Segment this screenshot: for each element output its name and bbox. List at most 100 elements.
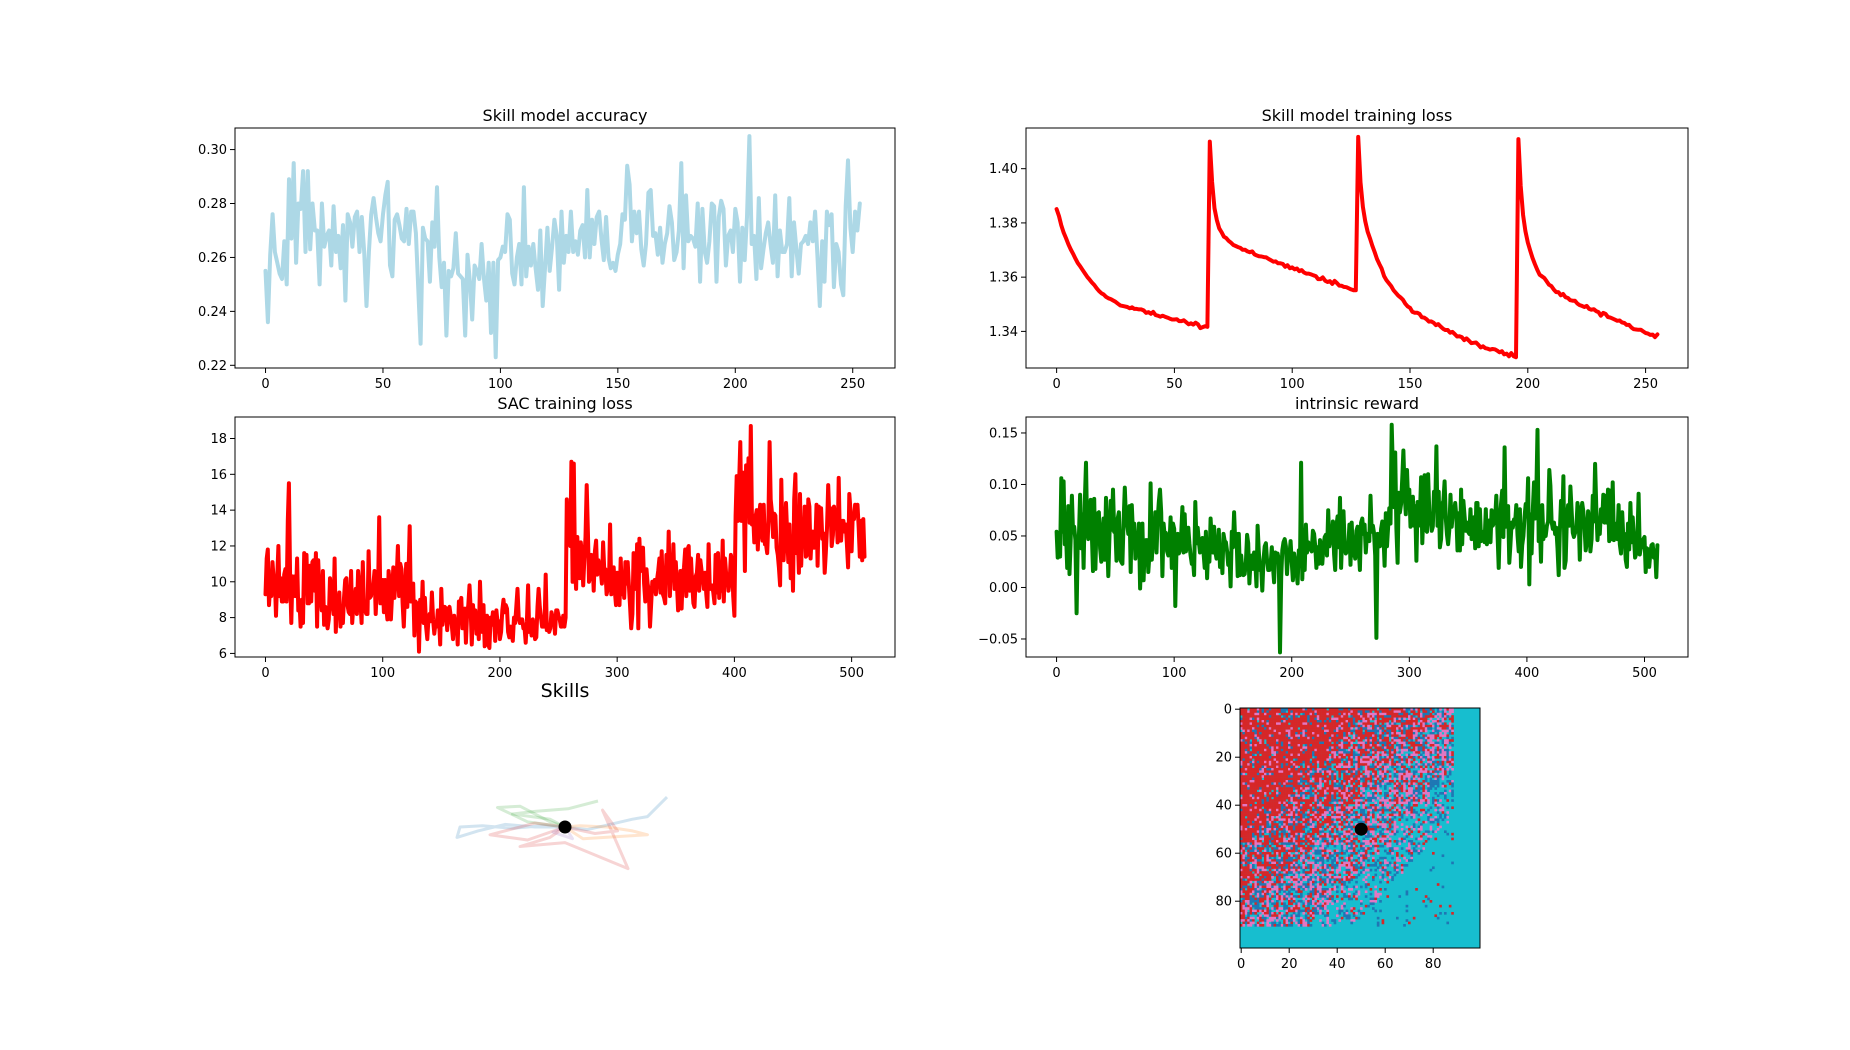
heatmap-cell (1256, 835, 1260, 838)
heatmap-cell (1379, 823, 1382, 826)
heatmap-cell (1249, 787, 1253, 790)
heatmap-cell (1343, 780, 1346, 783)
heatmap-cell (1240, 828, 1243, 831)
heatmap-cell (1410, 849, 1414, 853)
heatmap-cell (1266, 816, 1270, 819)
heatmap-cell (1266, 760, 1270, 764)
heatmap-cell (1261, 756, 1265, 759)
heatmap-cell (1388, 741, 1392, 745)
heatmap-cell (1444, 727, 1447, 730)
heatmap-cell (1391, 717, 1394, 721)
heatmap-cell (1316, 806, 1320, 810)
heatmap-cell (1400, 760, 1404, 764)
heatmap-cell (1345, 811, 1349, 814)
heatmap-cell (1295, 741, 1298, 745)
heatmap-cell (1249, 864, 1253, 867)
heatmap-cell (1285, 873, 1289, 877)
heatmap-cell (1276, 770, 1279, 774)
heatmap-cell (1336, 751, 1339, 754)
heatmap-cell (1288, 794, 1291, 798)
heatmap-cell (1386, 717, 1390, 721)
heatmap-cell (1280, 813, 1284, 817)
heatmap-cell (1427, 816, 1430, 819)
heatmap-cell (1256, 816, 1260, 819)
heatmap-cell (1295, 722, 1298, 726)
heatmap-cell (1309, 816, 1313, 819)
heatmap-cell (1336, 808, 1339, 812)
heatmap-cell (1348, 796, 1351, 800)
heatmap-cell (1324, 746, 1327, 750)
heatmap-cell (1348, 751, 1351, 754)
heatmap-cell (1290, 772, 1294, 776)
heatmap-cell (1355, 770, 1358, 774)
heatmap-cell (1427, 751, 1430, 754)
heatmap-cell (1261, 818, 1265, 822)
heatmap-cell (1393, 775, 1397, 778)
heatmap-cell (1340, 808, 1344, 812)
heatmap-cell (1321, 808, 1325, 812)
heatmap-cell (1345, 772, 1349, 776)
heatmap-cell (1285, 842, 1289, 846)
heatmap-cell (1240, 830, 1243, 834)
heatmap-cell (1252, 763, 1255, 766)
heatmap-cell (1256, 784, 1260, 788)
heatmap-cell (1396, 840, 1399, 843)
heatmap-cell (1309, 806, 1313, 810)
heatmap-cell (1355, 852, 1358, 855)
heatmap-cell (1384, 763, 1387, 766)
heatmap-cell (1451, 758, 1454, 762)
heatmap-cell (1324, 820, 1327, 824)
heatmap-cell (1403, 722, 1406, 726)
heatmap-cell (1403, 787, 1406, 790)
heatmap-cell (1300, 847, 1303, 850)
heatmap-cell (1331, 830, 1334, 834)
heatmap-cell (1321, 856, 1325, 860)
skills-trajectory-plot: Skills (455, 680, 669, 871)
heatmap-cell (1254, 768, 1258, 771)
heatmap-cell (1314, 708, 1318, 711)
trajectory-skill-1 (455, 822, 566, 839)
heatmap-cell (1256, 813, 1260, 817)
heatmap-cell (1302, 856, 1306, 860)
heatmap-cell (1408, 787, 1411, 790)
heatmap-cell (1266, 751, 1270, 754)
heatmap-cell (1439, 763, 1442, 766)
heatmap-cell (1333, 787, 1337, 790)
heatmap-cell (1268, 724, 1272, 728)
heatmap-cell (1256, 736, 1260, 740)
heatmap-cell (1316, 816, 1320, 819)
heatmap-cell (1348, 835, 1351, 838)
heatmap-cell (1384, 804, 1387, 807)
heatmap-cell (1256, 744, 1260, 747)
heatmap-cell (1336, 840, 1339, 843)
heatmap-cell (1333, 746, 1337, 750)
heatmap-cell (1280, 756, 1284, 759)
heatmap-cell (1309, 864, 1313, 867)
heatmap-cell (1376, 818, 1380, 822)
accuracy-line-group (263, 134, 862, 360)
heatmap-cell (1333, 715, 1337, 718)
heatmap-cell (1340, 816, 1344, 819)
heatmap-cell (1316, 758, 1320, 762)
heatmap-cell (1348, 748, 1351, 752)
heatmap-cell (1309, 784, 1313, 788)
heatmap-cell (1256, 852, 1260, 855)
heatmap-cell (1244, 770, 1248, 774)
heatmap-cell (1273, 792, 1277, 795)
heatmap-cell (1321, 746, 1325, 750)
heatmap-cell (1242, 739, 1246, 742)
heatmap-cell (1393, 789, 1397, 793)
heatmap-cell (1309, 837, 1313, 841)
heatmap-cell (1256, 717, 1260, 721)
series-line-loss (263, 424, 867, 654)
heatmap-cell (1338, 866, 1342, 870)
heatmap-cell (1379, 813, 1382, 817)
heatmap-cell (1360, 859, 1363, 862)
heatmap-cell (1408, 748, 1411, 752)
heatmap-cell (1259, 878, 1262, 882)
heatmap-cell (1451, 715, 1454, 718)
heatmap-cell (1328, 739, 1332, 742)
heatmap-cell (1278, 840, 1282, 843)
heatmap-cell (1244, 780, 1248, 783)
heatmap-cell (1254, 760, 1258, 764)
